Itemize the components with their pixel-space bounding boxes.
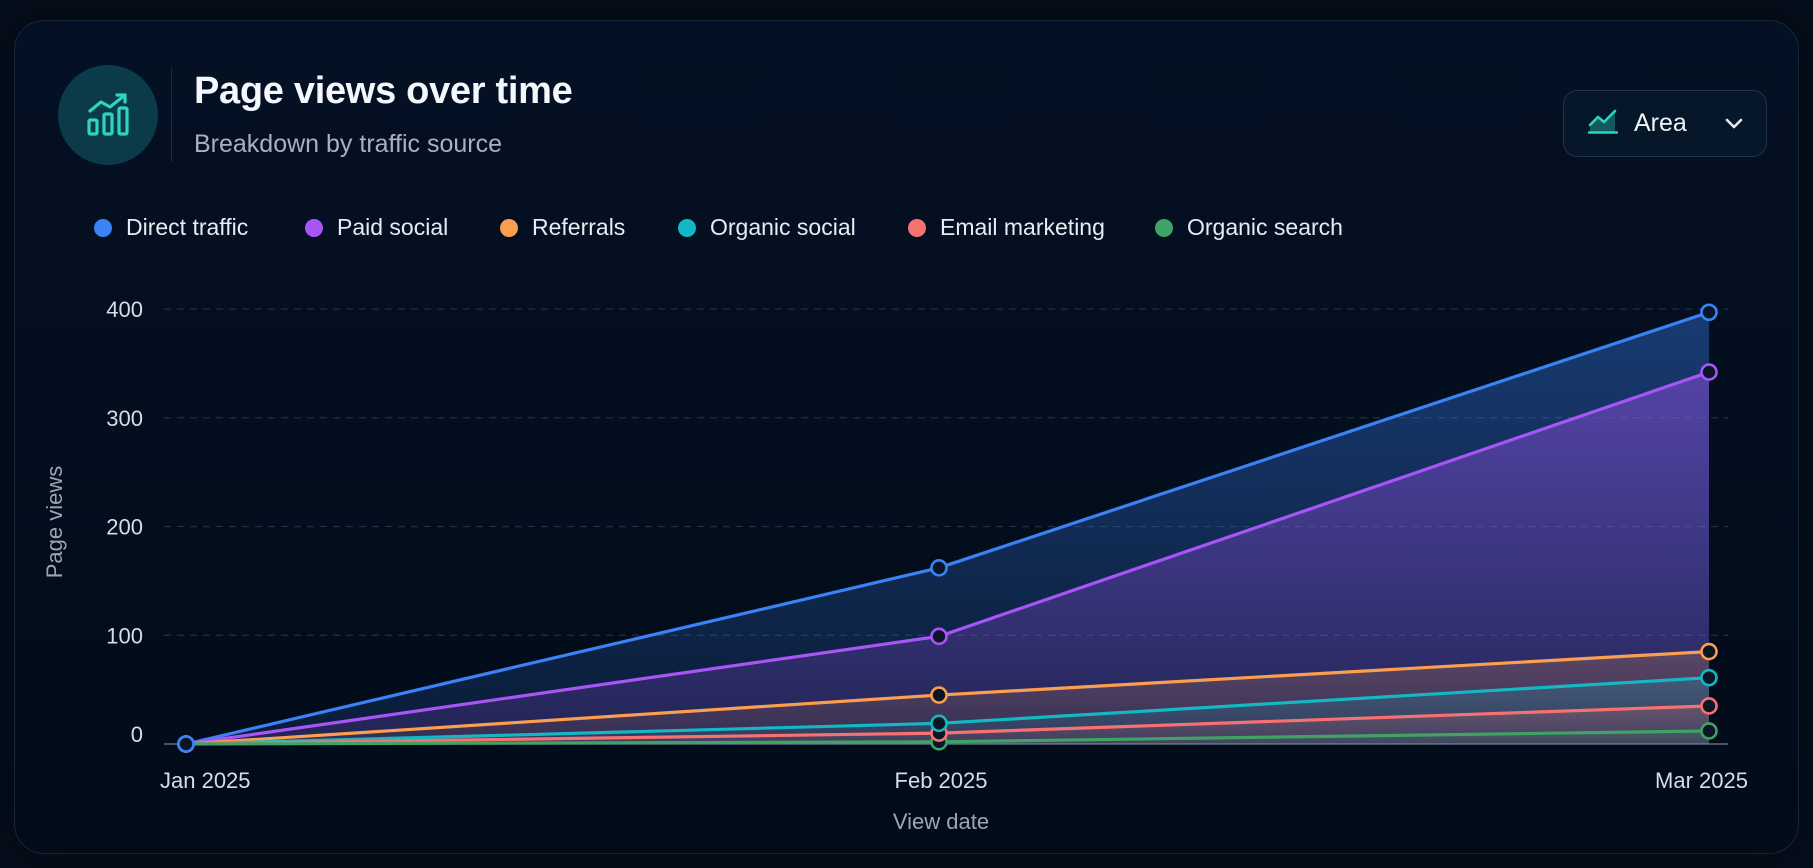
point-paid-social[interactable]: [930, 627, 948, 646]
chart-type-select[interactable]: Area: [1563, 90, 1767, 157]
axis-ticks: 0 100 200 300 400 Jan 2025 Feb 2025 Mar 2025: [106, 297, 1748, 793]
trending-chart-icon: [58, 65, 158, 165]
area-chart-icon: [1587, 108, 1619, 139]
y-tick-label: 300: [106, 406, 143, 431]
legend-swatch: [678, 218, 696, 237]
legend-label: Email marketing: [940, 214, 1105, 240]
point-referrals[interactable]: [930, 686, 948, 704]
point-organic-search[interactable]: [1700, 722, 1718, 740]
point-direct-traffic[interactable]: [1700, 303, 1718, 322]
legend-swatch: [1155, 218, 1173, 237]
legend-swatch: [94, 218, 112, 237]
point-direct-traffic[interactable]: [930, 559, 948, 577]
legend-item-email-marketing[interactable]: Email marketing: [908, 214, 1105, 241]
legend-swatch: [305, 218, 323, 237]
legend-swatch: [500, 218, 518, 237]
x-tick-label: Feb 2025: [895, 768, 988, 793]
series-areas: [186, 312, 1709, 744]
header-divider: [171, 68, 172, 162]
series-points: [177, 303, 1718, 753]
point-email-marketing[interactable]: [1700, 697, 1718, 715]
legend-item-paid-social[interactable]: Paid social: [305, 214, 448, 241]
area-organic-search: [186, 730, 1709, 744]
point-organic-social[interactable]: [1700, 668, 1718, 687]
legend-item-organic-social[interactable]: Organic social: [678, 214, 856, 241]
x-tick-label: Mar 2025: [1655, 768, 1748, 793]
chart-type-label: Area: [1634, 109, 1687, 137]
y-tick-label: 400: [106, 297, 143, 322]
chevron-down-icon: [1724, 113, 1744, 138]
page-title: Page views over time: [194, 70, 573, 112]
point-organic-social[interactable]: [930, 714, 948, 733]
legend-label: Organic social: [710, 214, 856, 240]
legend-swatch: [908, 218, 926, 237]
page-subtitle: Breakdown by traffic source: [194, 130, 503, 158]
legend-item-organic-search[interactable]: Organic search: [1155, 214, 1343, 241]
x-tick-label: Jan 2025: [160, 768, 251, 793]
legend-label: Referrals: [532, 214, 626, 240]
point-direct-traffic[interactable]: [177, 735, 195, 753]
legend-label: Paid social: [337, 214, 449, 240]
point-paid-social[interactable]: [1700, 363, 1718, 381]
y-tick-label: 100: [106, 623, 143, 648]
y-axis-title: Page views: [42, 466, 67, 579]
legend-item-referrals[interactable]: Referrals: [500, 214, 625, 241]
area-email-marketing: [186, 705, 1709, 744]
legend-label: Organic search: [1187, 214, 1343, 240]
y-tick-label: 0: [131, 722, 143, 747]
area-paid-social: [186, 372, 1709, 744]
x-axis-title: View date: [893, 809, 989, 834]
y-tick-label: 200: [106, 515, 143, 540]
legend-label: Direct traffic: [126, 214, 249, 240]
point-referrals[interactable]: [1700, 642, 1718, 661]
legend-item-direct-traffic[interactable]: Direct traffic: [94, 214, 248, 241]
